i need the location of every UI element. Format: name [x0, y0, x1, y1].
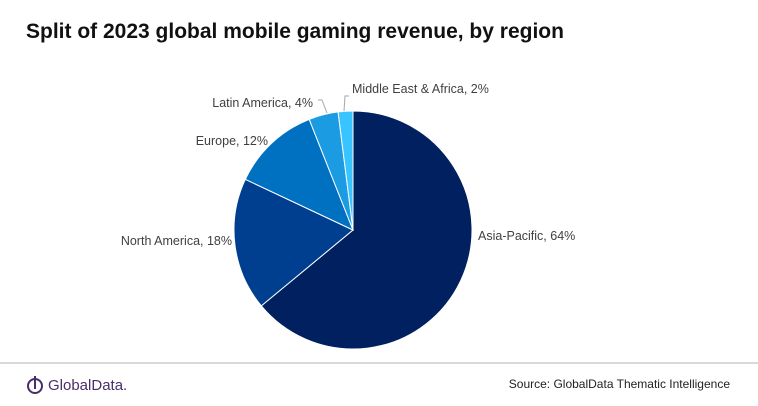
source-note: Source: GlobalData Thematic Intelligence — [508, 377, 730, 391]
leader-line — [343, 95, 349, 112]
chart-title: Split of 2023 global mobile gaming reven… — [26, 20, 564, 43]
data-label: Europe, 12% — [196, 134, 268, 148]
data-label: Middle East & Africa, 2% — [352, 82, 489, 96]
pie-slice-asia-pacific — [260, 110, 473, 350]
pie-slice-middle-east-africa — [337, 110, 354, 231]
pie-slice-north-america — [233, 178, 354, 307]
data-label: Latin America, 4% — [212, 96, 313, 110]
globaldata-logo-icon — [27, 376, 43, 394]
globaldata-logo: GlobalData. — [26, 375, 127, 395]
pie-chart: Asia-Pacific, 64% North America, 18% Europ… — [121, 82, 575, 350]
footer-divider — [0, 362, 758, 364]
logo-text: GlobalData. — [48, 376, 128, 394]
data-label: Asia-Pacific, 64% — [478, 229, 575, 243]
pie-slice-europe — [244, 118, 354, 231]
leader-line — [318, 99, 328, 114]
data-label: North America, 18% — [121, 234, 232, 248]
